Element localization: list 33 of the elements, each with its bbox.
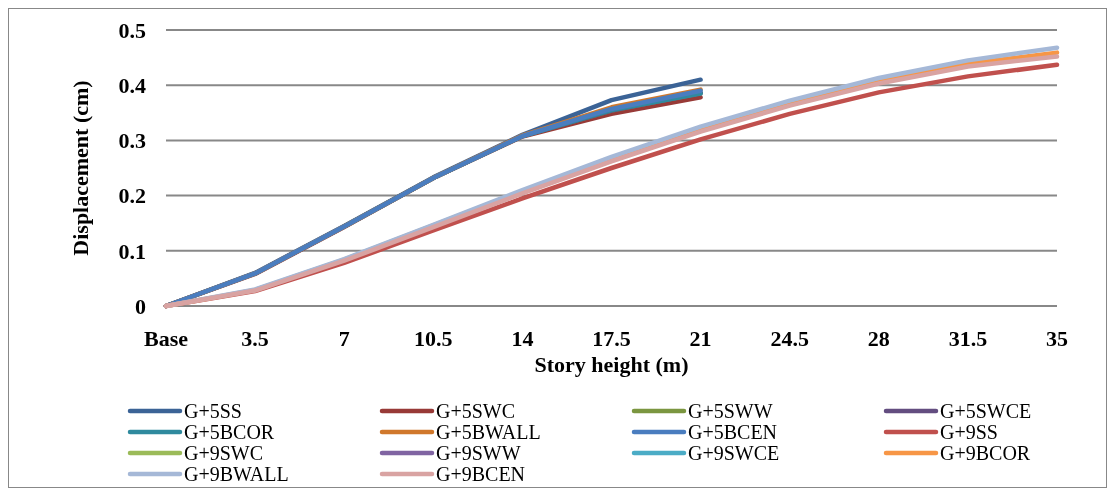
legend-label: G+9SS (940, 421, 998, 443)
legend-label: G+5BCEN (688, 421, 778, 443)
y-tick-label: 0.1 (118, 238, 146, 264)
legend-label: G+9BCEN (436, 463, 526, 485)
legend-label: G+9SWCE (688, 442, 780, 464)
legend-label: G+9BWALL (184, 463, 289, 485)
y-tick-label: 0.5 (118, 17, 146, 43)
x-tick-label: 17.5 (592, 326, 631, 351)
legend-label: G+5SWW (688, 400, 773, 422)
x-axis-title: Story height (m) (534, 352, 689, 377)
x-tick-label: 14 (511, 326, 534, 351)
x-tick-label: 3.5 (241, 326, 269, 351)
x-tick-label: Base (144, 326, 189, 351)
legend-label: G+5BWALL (436, 421, 541, 443)
legend-label: G+5BCOR (184, 421, 275, 443)
x-tick-label: 31.5 (948, 326, 988, 351)
legend-label: G+5SS (184, 400, 242, 422)
y-tick-label: 0.4 (118, 72, 146, 98)
legend-label: G+5SWC (436, 400, 516, 422)
legend-label: G+5SWCE (940, 400, 1032, 422)
y-tick-label: 0.3 (118, 128, 146, 154)
legend-label: G+9BCOR (940, 442, 1031, 464)
y-axis-title: Displacement (cm) (68, 80, 93, 256)
legend-label: G+9SWW (436, 442, 521, 464)
legend-label: G+9SWC (184, 442, 264, 464)
x-tick-label: 28 (867, 326, 890, 351)
x-tick-label: 10.5 (414, 326, 453, 351)
x-tick-label: 35 (1046, 326, 1068, 351)
x-tick-label: 7 (338, 326, 350, 351)
y-tick-label: 0.2 (118, 183, 146, 209)
x-tick-label: 21 (689, 326, 712, 351)
x-tick-label: 24.5 (770, 326, 809, 351)
y-tick-label: 0 (135, 293, 146, 319)
